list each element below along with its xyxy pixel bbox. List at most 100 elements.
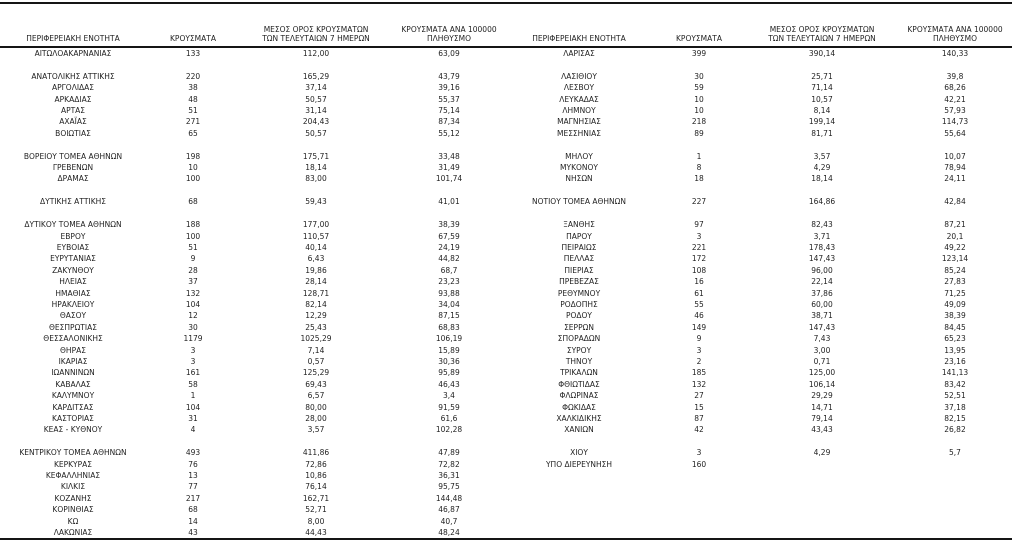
cell-left-cases: 68 (188, 197, 198, 207)
cell-right-per100k: 49,09 (944, 299, 966, 309)
cell-right-avg7: 79,14 (811, 414, 833, 423)
cell-right-avg7: 7,43 (813, 334, 831, 344)
cell-right-per100k: 26,82 (944, 425, 966, 435)
cell-left-per100k: 23,23 (438, 277, 460, 287)
cell-left-cases: 188 (185, 220, 201, 230)
bottom-rule (0, 538, 1012, 541)
cell-right-cases: 27 (694, 391, 704, 401)
cell-left-per100k: 75,14 (438, 106, 460, 116)
spacer-row (0, 139, 1012, 150)
spacer-row (0, 185, 1012, 196)
cell-left-per100k: 95,75 (438, 482, 460, 492)
cell-right-region: ΣΠΟΡΑΔΩΝ (557, 334, 601, 344)
cell-right-avg7 (746, 504, 898, 515)
cell-left-region: ΚΑΣΤΟΡΙΑΣ (52, 414, 94, 423)
cell-left-cases (146, 208, 240, 219)
cell-left-cases: 493 (185, 448, 201, 458)
cell-right-avg7: 22,14 (811, 277, 833, 287)
cell-left-per100k: 41,01 (438, 197, 460, 207)
cell-left-region: ΔΥΤΙΚΗΣ ΑΤΤΙΚΗΣ (40, 197, 106, 207)
cell-right-cases: 227 (691, 197, 707, 207)
cell-left-per100k: 67,59 (438, 231, 460, 241)
cell-left-cases: 1 (190, 391, 196, 401)
cell-left-region: ΑΡΓΟΛΙΔΑΣ (51, 83, 95, 93)
cell-left-cases: 10 (188, 163, 198, 173)
cell-left-per100k: 91,59 (438, 402, 460, 412)
cell-left-avg7: 69,43 (305, 379, 327, 389)
cell-right-region: ΜΑΓΝΗΣΙΑΣ (557, 117, 601, 127)
cell-left-avg7 (240, 436, 392, 447)
cell-left-region: ΔΡΑΜΑΣ (57, 174, 89, 184)
cell-left-region: ΔΥΤΙΚΟΥ ΤΟΜΕΑ ΑΘΗΝΩΝ (24, 220, 122, 230)
table-row: ΚΙΛΚΙΣ 77 76,14 95,75 (0, 481, 1012, 492)
cell-right-avg7: 81,71 (811, 128, 833, 138)
cell-left-cases: 4 (190, 425, 196, 435)
cell-right-avg7: 147,43 (808, 322, 836, 332)
cell-right-cases: 172 (691, 254, 707, 264)
cell-left-cases: 58 (188, 379, 198, 389)
cell-left-cases: 132 (185, 288, 201, 298)
cell-left-cases: 12 (188, 311, 198, 321)
table-row: ΖΑΚΥΝΘΟΥ 28 19,86 68,7 ΠΙΕΡΙΑΣ 108 96,00 85,24 (0, 265, 1012, 276)
cell-left-cases: 161 (185, 368, 201, 378)
cell-right-cases: 97 (694, 220, 704, 230)
cell-right-region: ΦΘΙΩΤΙΔΑΣ (558, 379, 600, 389)
cell-right-avg7 (746, 527, 898, 538)
column-header-per100k-line2: ΠΛΗΘΥΣΜΟ (932, 34, 977, 43)
table-row: ΘΗΡΑΣ 3 7,14 15,89 ΣΥΡΟΥ 3 3,00 13,95 (0, 345, 1012, 356)
cell-left-per100k: 46,43 (438, 379, 460, 389)
cell-left-avg7: 40,14 (305, 242, 327, 252)
cell-left-region: ΑΡΚΑΔΙΑΣ (54, 94, 92, 104)
table-row: ΒΟΡΕΙΟΥ ΤΟΜΕΑ ΑΘΗΝΩΝ 198 175,71 33,48 ΜΗΛΟΥ 1… (0, 151, 1012, 162)
cell-left-avg7: 25,43 (305, 322, 327, 332)
cell-left-cases: 104 (185, 299, 201, 309)
cell-left-cases: 76 (188, 459, 198, 469)
cell-right-region: ΡΕΘΥΜΝΟΥ (557, 288, 601, 298)
cell-right-avg7 (746, 470, 898, 481)
cell-left-avg7: 12,29 (305, 311, 327, 321)
cell-left-region: ΚΕΦΑΛΛΗΝΙΑΣ (45, 471, 101, 481)
cell-left-avg7: 82,14 (305, 299, 327, 309)
top-rule (0, 2, 1012, 4)
cell-left-cases: 77 (188, 482, 198, 492)
cell-left-region (0, 59, 146, 70)
cell-right-per100k (898, 504, 1012, 515)
cell-right-per100k: 114,73 (941, 117, 969, 127)
cell-left-region: ΚΕΑΣ - ΚΥΘΝΟΥ (43, 425, 103, 435)
cell-right-per100k (898, 470, 1012, 481)
cell-right-per100k: 68,26 (944, 83, 966, 93)
cell-left-region: ΚΑΒΑΛΑΣ (55, 379, 91, 389)
cell-right-avg7: 71,14 (811, 83, 833, 93)
header-rule (0, 46, 1012, 48)
cell-left-per100k: 47,89 (438, 448, 460, 458)
cell-right-region: ΠΡΕΒΕΖΑΣ (559, 277, 599, 287)
cell-left-cases: 28 (188, 265, 198, 275)
cell-right-cases: 399 (691, 49, 707, 58)
cell-right-region: ΤΗΝΟΥ (565, 356, 593, 366)
cell-right-avg7: 8,14 (813, 106, 831, 116)
cell-right-per100k: 71,25 (944, 288, 966, 298)
cell-right-cases (652, 493, 746, 504)
cell-left-region: ΗΜΑΘΙΑΣ (55, 288, 91, 298)
cell-left-avg7: 10,86 (305, 471, 327, 481)
cell-right-cases (652, 470, 746, 481)
table-row: ΑΝΑΤΟΛΙΚΗΣ ΑΤΤΙΚΗΣ 220 165,29 43,79 ΛΑΣΙΘΙΟΥ… (0, 71, 1012, 82)
cell-left-avg7: 1025,29 (300, 334, 332, 344)
cell-left-avg7: 50,57 (305, 128, 327, 138)
cell-right-avg7: 10,57 (811, 94, 833, 104)
cell-right-region: ΧΙΟΥ (570, 448, 588, 458)
cell-left-avg7: 76,14 (305, 482, 327, 492)
cell-right-per100k: 37,18 (944, 402, 966, 412)
cell-left-cases: 31 (188, 414, 198, 423)
cell-right-region: ΠΙΕΡΙΑΣ (564, 265, 594, 275)
table-row: ΚΑΛΥΜΝΟΥ 1 6,57 3,4 ΦΛΩΡΙΝΑΣ 27 29,29 52,51 (0, 390, 1012, 401)
cell-left-cases: 13 (188, 471, 198, 481)
cell-right-region: ΡΟΔΟΥ (565, 311, 593, 321)
cell-right-per100k (898, 185, 1012, 196)
column-header-per100k-line2: ΠΛΗΘΥΣΜΟ (426, 34, 471, 43)
cell-left-per100k: 63,09 (438, 49, 460, 58)
cell-left-avg7: 28,00 (305, 414, 327, 423)
cell-left-cases: 37 (188, 277, 198, 287)
cell-left-cases: 30 (188, 322, 198, 332)
